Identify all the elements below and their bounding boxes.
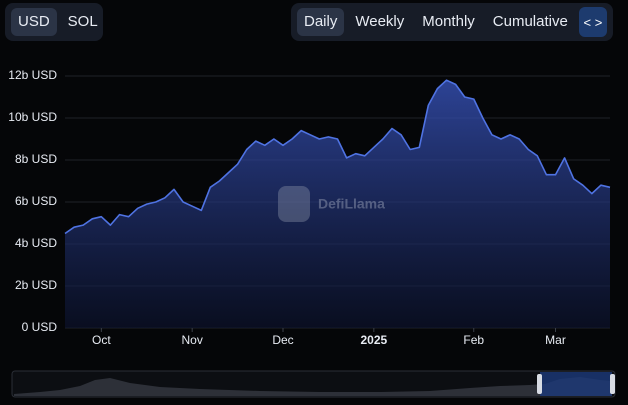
y-tick-label: 12b USD xyxy=(8,68,57,82)
minimap-handle[interactable] xyxy=(537,374,542,394)
y-tick-label: 8b USD xyxy=(15,152,57,166)
y-tick-label: 10b USD xyxy=(8,110,57,124)
plot xyxy=(64,79,611,328)
currency-toggle: USD SOL xyxy=(5,3,103,41)
toggle-button[interactable]: Weekly xyxy=(355,13,405,30)
x-tick-label: 2025 xyxy=(360,333,387,347)
x-tick-label: Mar xyxy=(545,333,566,347)
minimap-handle[interactable] xyxy=(610,374,615,394)
watermark-text: DefiLlama xyxy=(318,196,385,212)
y-tick-label: 0 USD xyxy=(22,320,58,334)
watermark-logo xyxy=(278,186,310,222)
minimap-frame xyxy=(11,370,616,398)
toggle-button[interactable]: USD xyxy=(11,8,57,36)
x-tick-label: Dec xyxy=(272,333,293,347)
grid: 0 USD 2b USD 4b USD 6b USD 8b USD 10b USD 12b … xyxy=(8,68,610,347)
toggle-button[interactable]: Daily xyxy=(297,8,345,36)
y-tick-label: 4b USD xyxy=(15,236,57,250)
embed-button[interactable]: < > xyxy=(578,7,607,37)
minimap-selection[interactable] xyxy=(540,372,612,396)
y-tick-label: 6b USD xyxy=(15,194,57,208)
minimap-area xyxy=(14,377,612,396)
x-tick-label: Feb xyxy=(463,333,484,347)
watermark: DefiLlama xyxy=(278,186,385,222)
area-line xyxy=(64,79,611,235)
period-toggle: Daily Weekly Monthly Cumulative < > xyxy=(291,3,613,41)
minimap xyxy=(11,370,616,398)
toggle-button[interactable]: Cumulative xyxy=(492,13,568,30)
x-tick-label: Nov xyxy=(181,333,202,347)
toggle-button[interactable]: SOL xyxy=(67,13,98,30)
y-tick-label: 2b USD xyxy=(15,278,57,292)
area-fill xyxy=(65,80,610,328)
x-tick-label: Oct xyxy=(92,333,111,347)
toggle-button[interactable]: Monthly xyxy=(422,13,475,30)
